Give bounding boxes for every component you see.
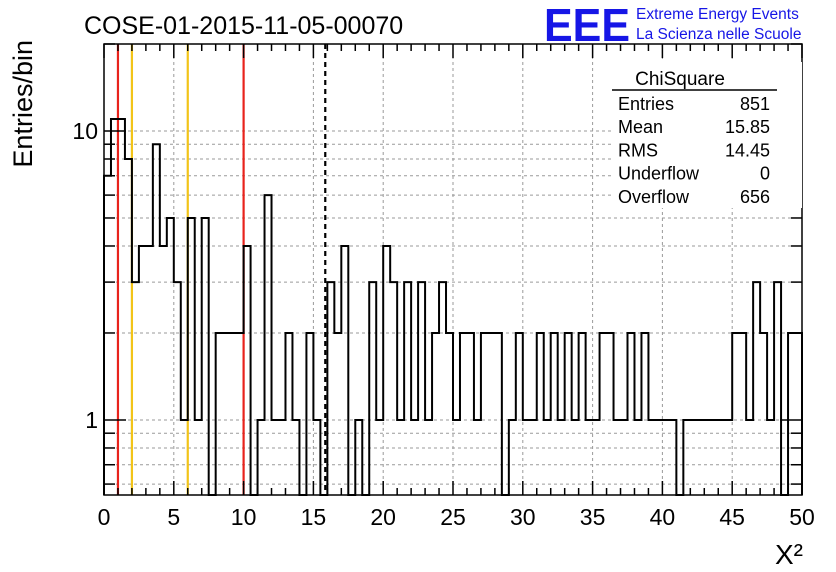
y-tick-label: 10	[72, 118, 98, 144]
eee-logo-mark: EEE	[544, 0, 630, 51]
x-tick-label: 50	[789, 504, 815, 530]
stats-value: 851	[740, 94, 770, 114]
y-axis-label: Entries/bin	[8, 40, 38, 168]
x-tick-label: 40	[650, 504, 676, 530]
stats-value: 14.45	[725, 140, 770, 160]
stats-value: 15.85	[725, 117, 770, 137]
logo-line-2: La Scienza nelle Scuole	[636, 26, 801, 43]
y-tick-label: 1	[85, 407, 98, 433]
x-tick-label: 10	[231, 504, 257, 530]
reference-lines	[116, 44, 327, 495]
x-axis-label: X²	[775, 539, 803, 570]
stats-label: Mean	[618, 117, 663, 137]
y-tick-labels: 1 10	[72, 118, 98, 433]
x-tick-label: 15	[301, 504, 327, 530]
x-tick-label: 30	[510, 504, 536, 530]
x-tick-label: 0	[98, 504, 111, 530]
chart-title: COSE-01-2015-11-05-00070	[84, 12, 403, 40]
stats-label: RMS	[618, 140, 658, 160]
x-tick-labels: 0 5 10 15 20 25 30 35 40 45 50	[98, 504, 815, 530]
x-tick-label: 5	[167, 504, 180, 530]
stats-rows: Entries 851 Mean 15.85 RMS 14.45 Underflow 0 Ove…	[618, 94, 770, 207]
stats-value: 656	[740, 187, 770, 207]
stats-label: Underflow	[618, 164, 700, 184]
x-tick-label: 20	[370, 504, 396, 530]
stats-label: Overflow	[618, 187, 690, 207]
stats-box-name: ChiSquare	[635, 69, 725, 90]
x-tick-label: 45	[719, 504, 745, 530]
eee-logo: EEE Extreme Energy Events La Scienza nel…	[544, 0, 801, 51]
x-tick-label: 35	[580, 504, 606, 530]
logo-line-1: Extreme Energy Events	[636, 6, 799, 23]
stats-box: ChiSquare Entries 851 Mean 15.85 RMS 14.45 Und…	[612, 62, 802, 208]
x-tick-label: 25	[440, 504, 466, 530]
stats-value: 0	[760, 164, 770, 184]
stats-label: Entries	[618, 94, 674, 114]
